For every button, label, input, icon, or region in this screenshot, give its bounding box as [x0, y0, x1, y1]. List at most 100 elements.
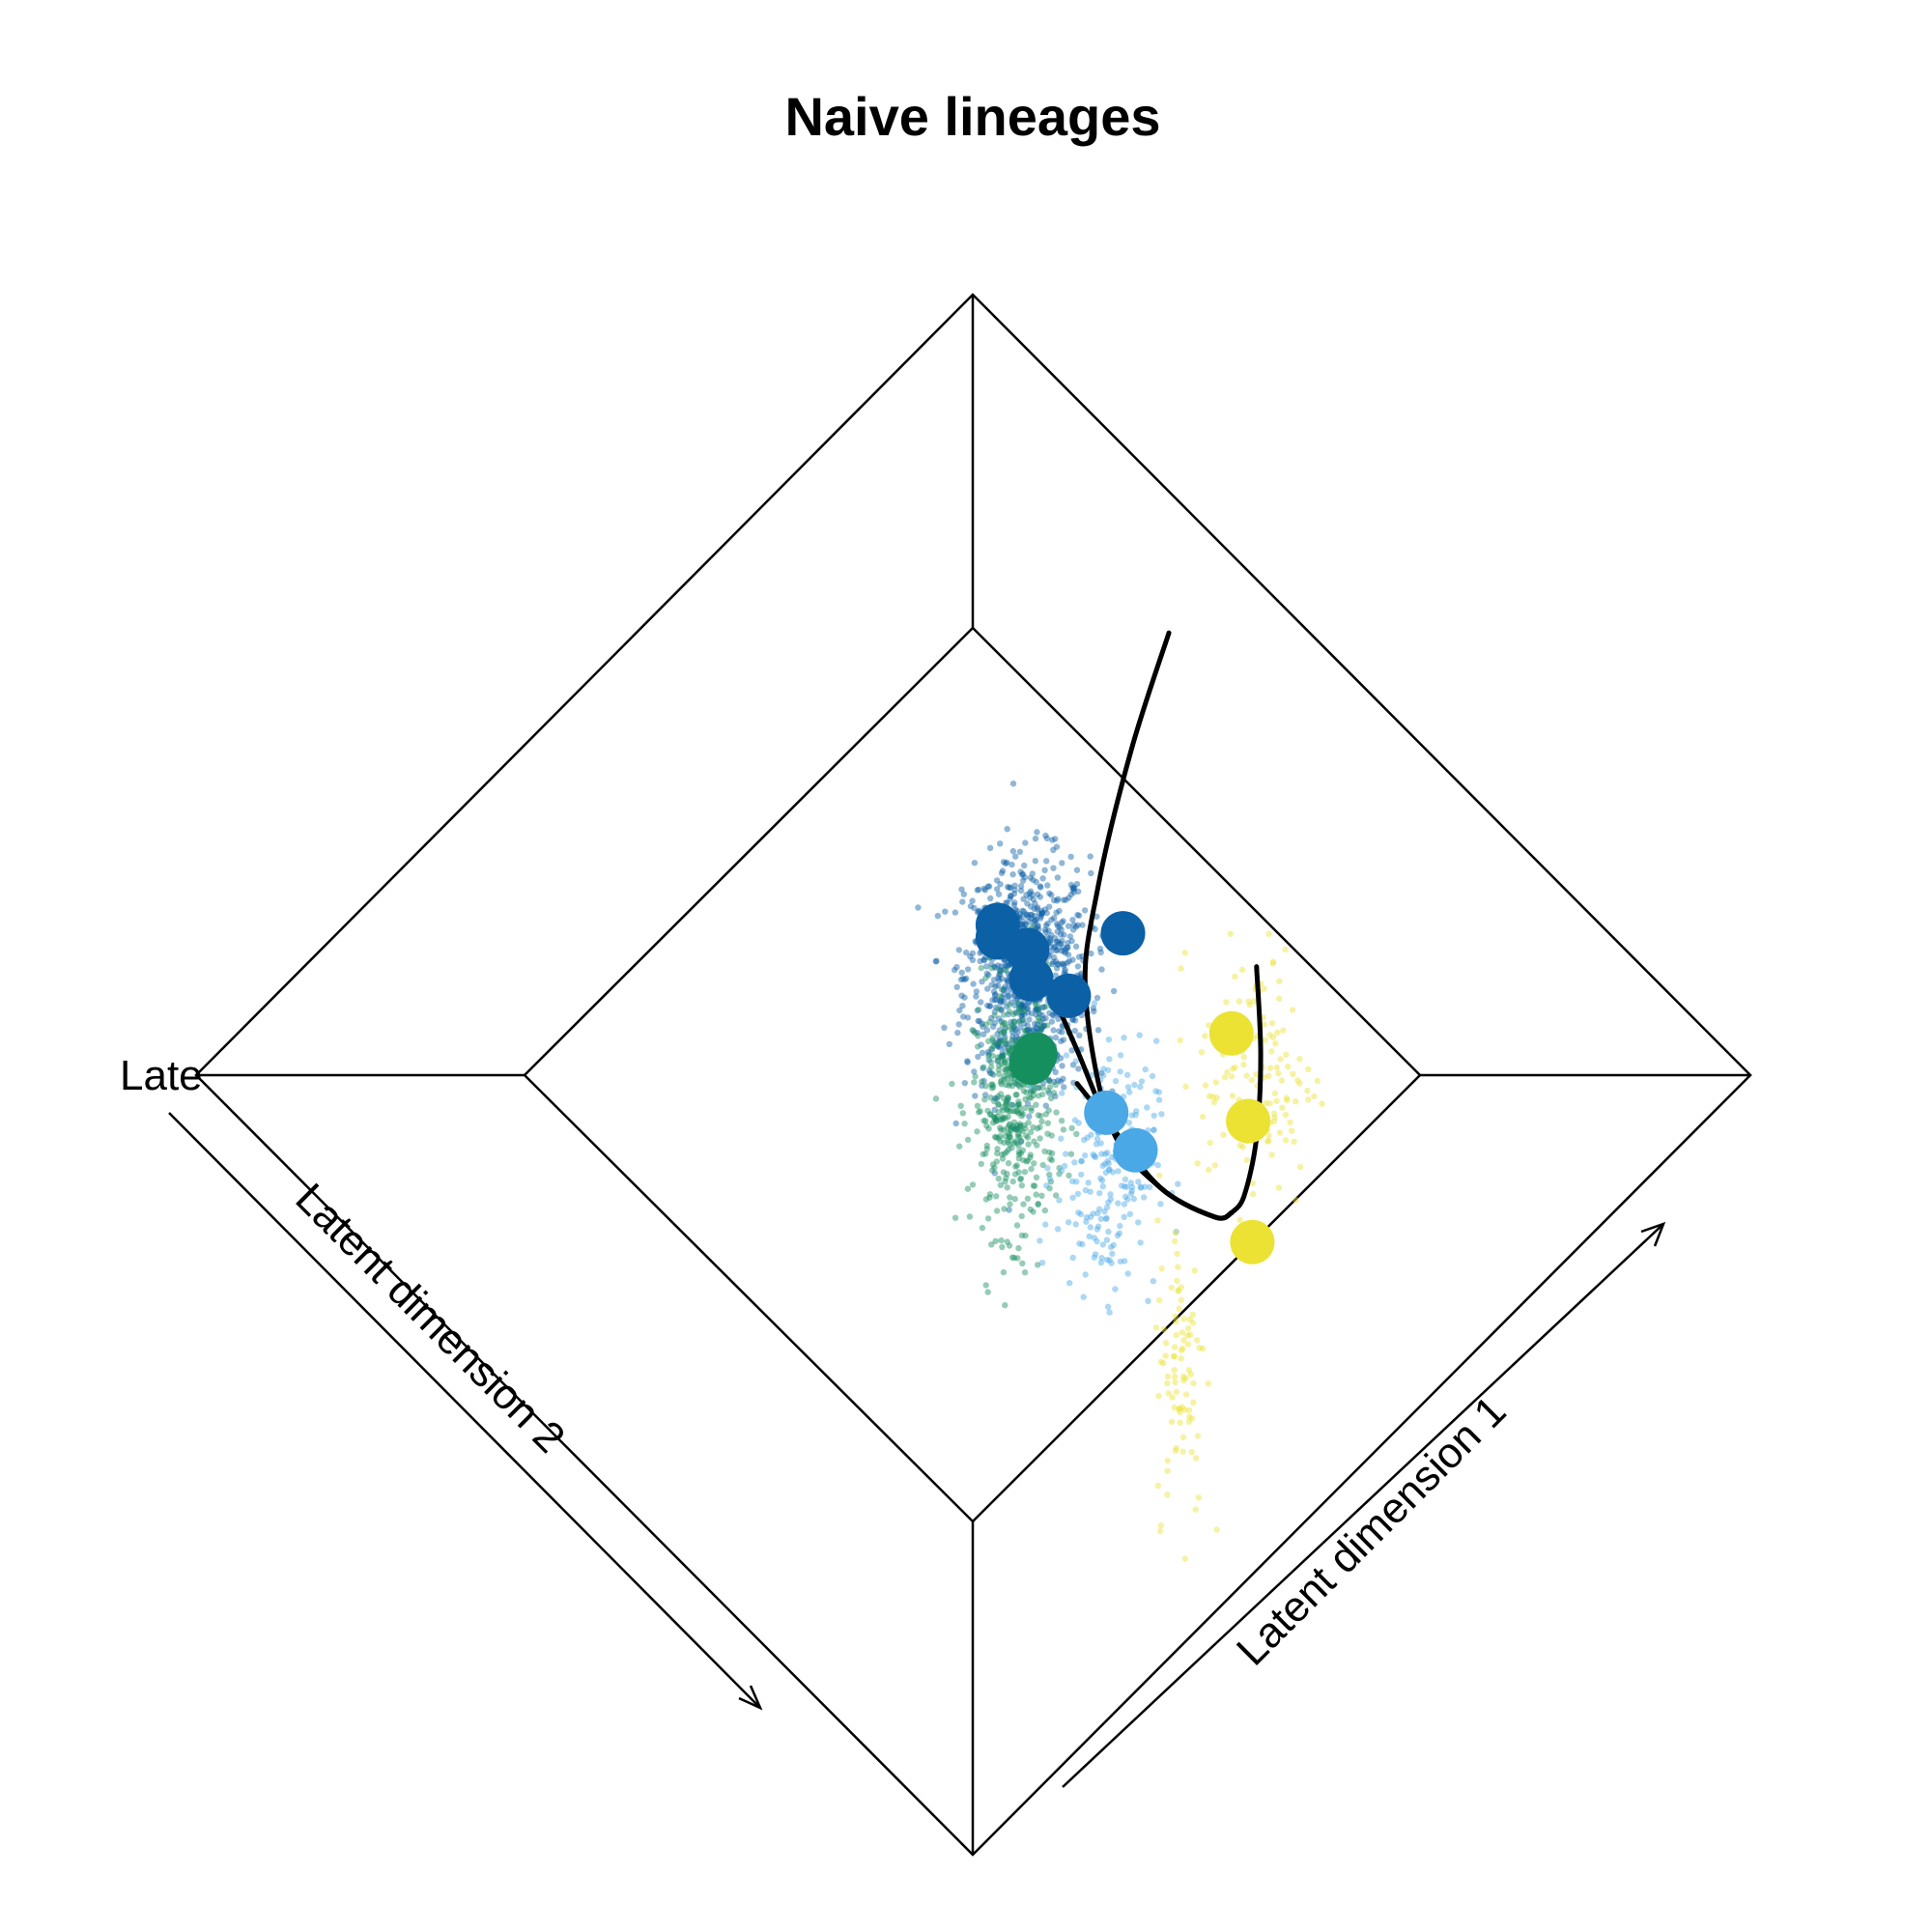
data-point-darkblue-703 — [999, 1049, 1006, 1057]
data-point-darkblue-773 — [997, 967, 1004, 975]
data-point-darkblue-240 — [979, 1020, 985, 1027]
data-point-green-1039 — [964, 1136, 972, 1144]
data-point-darkblue-656 — [1060, 918, 1066, 924]
data-point-darkblue-457 — [1024, 1009, 1032, 1016]
data-point-darkblue-583 — [1030, 876, 1037, 883]
data-point-yellow-1664 — [1276, 995, 1283, 1003]
data-point-darkblue-635 — [970, 1028, 977, 1035]
data-point-darkblue-659 — [1017, 1138, 1025, 1146]
data-point-darkblue-527 — [1024, 1005, 1031, 1011]
data-point-darkblue-302 — [973, 988, 980, 995]
data-point-green-1107 — [1046, 1077, 1053, 1085]
data-point-darkblue-728 — [1025, 1027, 1032, 1034]
data-point-darkblue-876 — [1024, 1006, 1032, 1012]
data-point-darkblue-60 — [1045, 927, 1052, 934]
data-point-green-1010 — [978, 964, 984, 972]
data-point-yellow-1629 — [1211, 1162, 1218, 1169]
data-point-green-965 — [998, 1077, 1006, 1084]
data-point-green-1321 — [1044, 1130, 1051, 1137]
data-point-lightblue-1393 — [1095, 1206, 1103, 1212]
axis-dim2-arrow — [168, 1112, 761, 1709]
data-point-darkblue-500 — [1029, 892, 1036, 898]
data-point-darkblue-413 — [1067, 881, 1075, 889]
data-point-green-1213 — [996, 1039, 1003, 1046]
data-point-green-1053 — [1009, 1178, 1016, 1185]
data-point-darkblue-28 — [985, 1050, 993, 1058]
data-point-darkblue-137 — [1065, 940, 1071, 947]
data-point-yellow-1772 — [1171, 1367, 1178, 1374]
data-point-green-1005 — [987, 1111, 994, 1118]
data-point-green-907 — [1006, 1122, 1012, 1129]
data-point-green-1050 — [1001, 1028, 1008, 1036]
data-point-darkblue-894 — [997, 881, 1004, 888]
data-point-darkblue-669 — [985, 1067, 993, 1074]
data-point-lightblue-1381 — [1104, 1303, 1112, 1311]
data-point-green-1206 — [1067, 1151, 1075, 1157]
data-point-green-1305 — [1018, 1113, 1025, 1120]
data-point-lightblue-1508 — [1078, 1157, 1085, 1165]
data-point-green-1293 — [1029, 923, 1037, 930]
data-point-lightblue-1446 — [1094, 1209, 1101, 1217]
data-point-green-962 — [1000, 1052, 1007, 1059]
data-point-lightblue-1400 — [1118, 1182, 1125, 1189]
data-point-yellow-1581 — [1239, 1144, 1246, 1151]
data-point-darkblue-468 — [1059, 860, 1065, 867]
data-point-darkblue-633 — [1037, 1010, 1043, 1017]
data-point-green-951 — [979, 1224, 986, 1232]
data-point-darkblue-684 — [1065, 957, 1073, 965]
data-point-darkblue-191 — [980, 956, 988, 964]
data-point-yellow-1769 — [1176, 1305, 1182, 1313]
data-point-darkblue-562 — [1001, 966, 1008, 974]
data-point-yellow-1765 — [1175, 1264, 1181, 1270]
data-point-yellow-1645 — [1206, 1022, 1212, 1029]
data-point-darkblue-667 — [988, 960, 995, 968]
data-point-darkblue-815 — [1064, 959, 1071, 966]
data-point-yellow-1571 — [1224, 1068, 1231, 1076]
data-point-green-1294 — [1031, 1182, 1038, 1189]
data-point-yellow-1657 — [1273, 1097, 1280, 1104]
data-point-green-1218 — [1047, 1094, 1055, 1102]
data-point-darkblue-338 — [1046, 939, 1054, 946]
data-point-darkblue-243 — [1005, 1096, 1011, 1103]
data-point-green-1240 — [1036, 1084, 1042, 1091]
data-point-darkblue-654 — [1032, 1020, 1038, 1027]
data-point-darkblue-698 — [1002, 1040, 1009, 1048]
data-point-lightblue-1539 — [1069, 1194, 1076, 1202]
data-point-darkblue-239 — [993, 996, 1001, 1004]
data-point-darkblue-52 — [998, 975, 1006, 982]
data-point-darkblue-230 — [1017, 1024, 1024, 1031]
data-point-yellow-1651 — [1240, 1061, 1247, 1068]
data-point-darkblue-887 — [1094, 1027, 1102, 1034]
data-point-lightblue-1432 — [1059, 1090, 1065, 1096]
data-point-yellow-1613 — [1248, 1076, 1256, 1084]
data-point-darkblue-605 — [1034, 905, 1040, 913]
data-point-lightblue-1355 — [1107, 1196, 1115, 1203]
data-point-darkblue-368 — [1011, 1002, 1019, 1009]
data-point-darkblue-202 — [997, 1000, 1005, 1007]
data-point-yellow-1773 — [1191, 1267, 1199, 1274]
data-point-green-1246 — [1039, 1084, 1046, 1092]
data-point-lightblue-1547 — [1100, 1072, 1107, 1079]
data-point-yellow-1622 — [1181, 950, 1188, 956]
data-point-darkblue-826 — [986, 1003, 994, 1009]
data-point-lightblue-1382 — [1071, 1117, 1079, 1123]
data-point-darkblue-506 — [979, 1049, 986, 1057]
data-point-darkblue-135 — [1037, 1025, 1045, 1032]
data-point-darkblue-845 — [1038, 910, 1045, 918]
data-point-yellow-1644 — [1287, 1119, 1293, 1126]
data-point-darkblue-883 — [1034, 904, 1041, 911]
data-point-yellow-1631 — [1290, 1070, 1296, 1078]
data-point-green-1309 — [1013, 1126, 1020, 1133]
data-point-lightblue-1530 — [1102, 1215, 1110, 1223]
data-point-darkblue-719 — [1023, 911, 1031, 918]
data-point-darkblue-140 — [990, 988, 998, 995]
data-point-yellow-1787 — [1177, 1408, 1183, 1416]
data-point-lightblue-1481 — [1122, 1193, 1129, 1201]
data-point-darkblue-378 — [1055, 895, 1062, 902]
data-point-darkblue-668 — [991, 992, 999, 999]
data-point-green-1152 — [995, 1093, 1002, 1100]
data-point-lightblue-1548 — [1127, 1179, 1135, 1186]
data-point-yellow-1627 — [1232, 973, 1238, 980]
data-point-yellow-1724 — [1195, 1494, 1203, 1501]
